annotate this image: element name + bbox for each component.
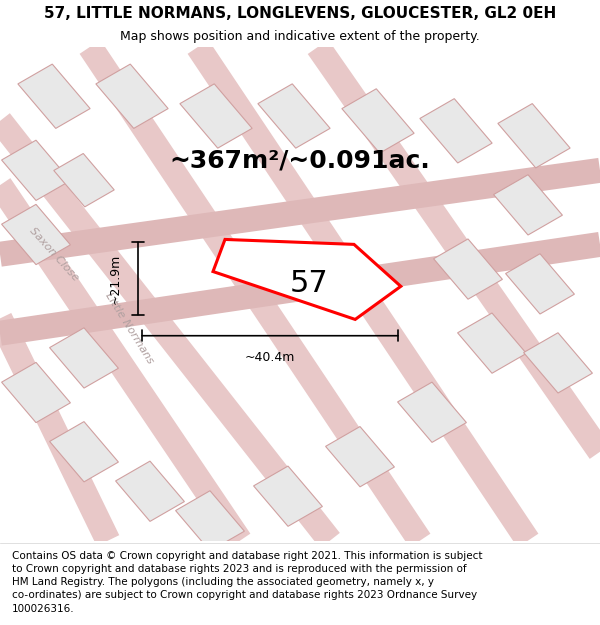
Polygon shape — [2, 362, 70, 423]
Polygon shape — [180, 84, 252, 148]
Polygon shape — [2, 140, 70, 201]
Polygon shape — [54, 154, 114, 207]
Polygon shape — [498, 104, 570, 168]
Polygon shape — [50, 328, 118, 388]
Text: Saxon Close: Saxon Close — [28, 226, 80, 283]
Polygon shape — [50, 422, 118, 482]
Text: Contains OS data © Crown copyright and database right 2021. This information is : Contains OS data © Crown copyright and d… — [12, 551, 482, 614]
Polygon shape — [420, 99, 492, 163]
Polygon shape — [116, 461, 184, 521]
Polygon shape — [258, 84, 330, 148]
Polygon shape — [326, 426, 394, 487]
Text: ~40.4m: ~40.4m — [245, 351, 295, 364]
Polygon shape — [254, 466, 322, 526]
Polygon shape — [506, 254, 574, 314]
Text: Little Normans: Little Normans — [103, 291, 155, 366]
Polygon shape — [524, 332, 592, 393]
Text: 57: 57 — [290, 269, 328, 298]
Polygon shape — [458, 313, 526, 373]
Text: 57, LITTLE NORMANS, LONGLEVENS, GLOUCESTER, GL2 0EH: 57, LITTLE NORMANS, LONGLEVENS, GLOUCEST… — [44, 6, 556, 21]
Polygon shape — [2, 204, 70, 264]
Polygon shape — [434, 239, 502, 299]
Text: ~367m²/~0.091ac.: ~367m²/~0.091ac. — [170, 148, 430, 173]
Polygon shape — [213, 239, 401, 319]
Text: Map shows position and indicative extent of the property.: Map shows position and indicative extent… — [120, 30, 480, 43]
Polygon shape — [398, 382, 466, 442]
Text: ~21.9m: ~21.9m — [108, 253, 121, 304]
Polygon shape — [18, 64, 90, 128]
Polygon shape — [342, 89, 414, 153]
Polygon shape — [96, 64, 168, 128]
Polygon shape — [494, 175, 562, 235]
Polygon shape — [176, 491, 244, 551]
